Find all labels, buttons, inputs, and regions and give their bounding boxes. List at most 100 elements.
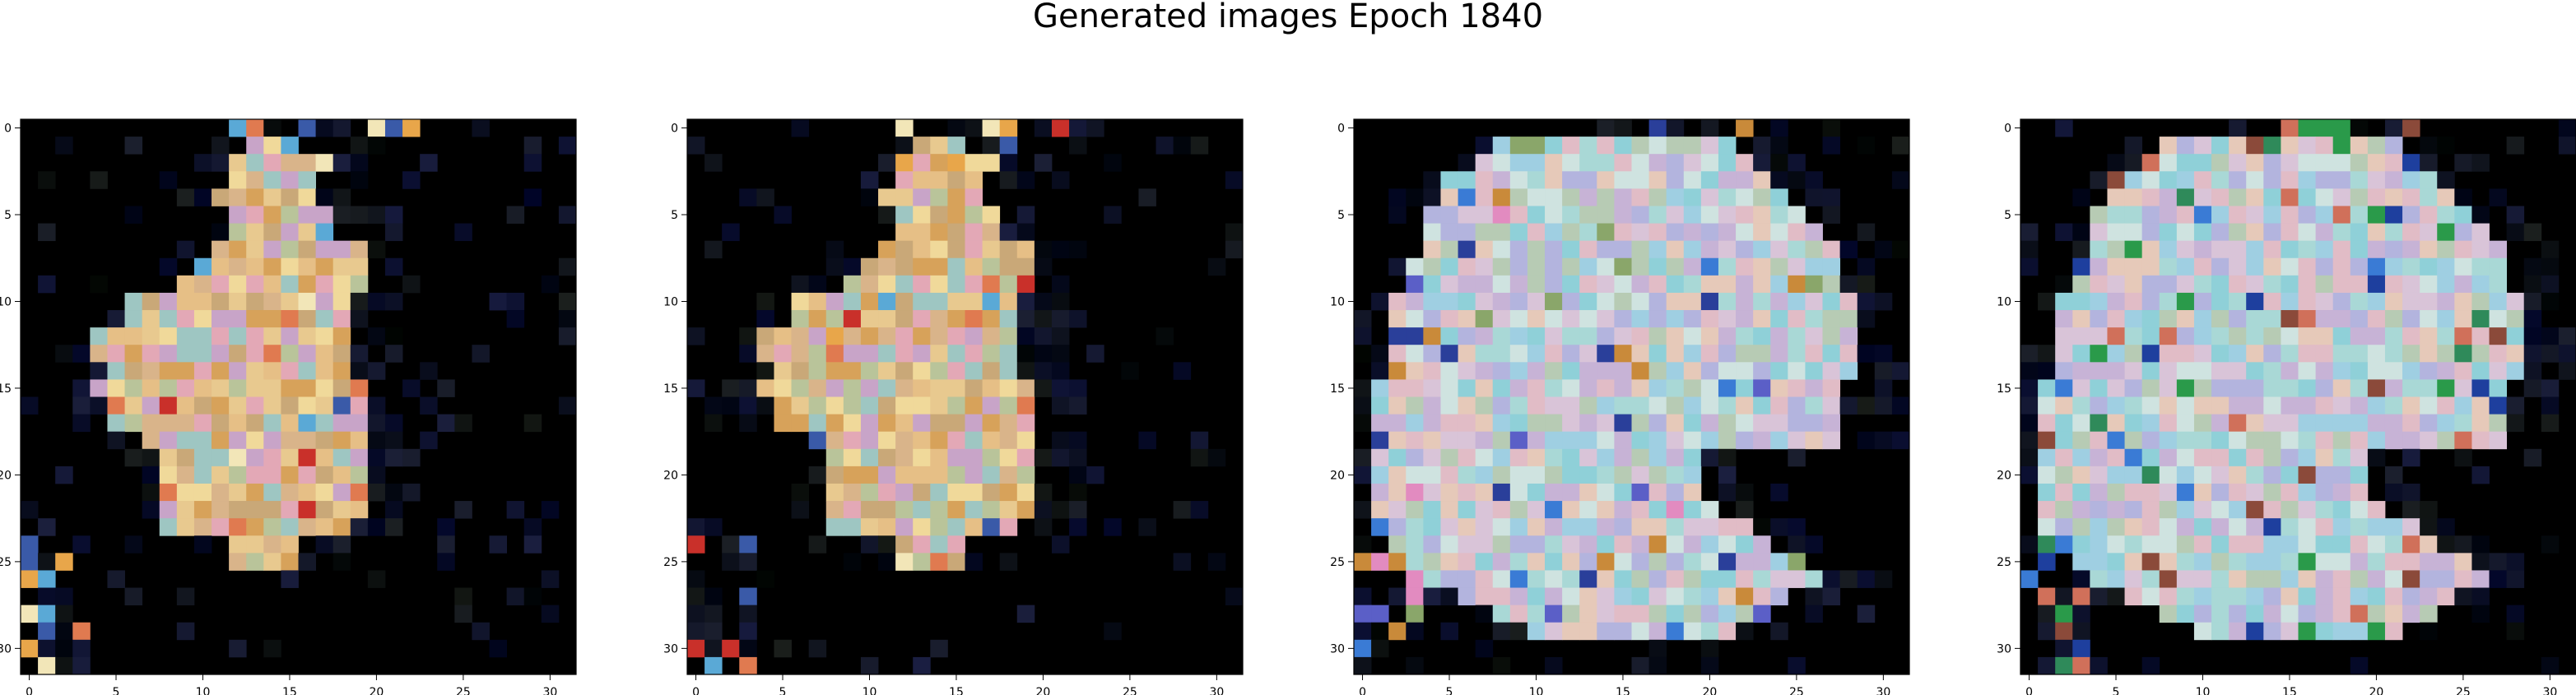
- image-pixel: [2176, 501, 2195, 519]
- image-pixel: [176, 414, 195, 433]
- image-pixel: [999, 553, 1018, 571]
- image-pixel: [2315, 466, 2334, 484]
- image-pixel: [2072, 310, 2090, 328]
- image-pixel: [1614, 605, 1632, 623]
- image-pixel: [2211, 188, 2230, 206]
- image-pixel: [2263, 535, 2281, 554]
- image-pixel: [229, 518, 247, 536]
- image-pixel: [2020, 240, 2039, 259]
- image-pixel: [1700, 310, 1719, 328]
- image-pixel: [947, 535, 965, 554]
- image-pixel: [55, 605, 73, 623]
- image-pixel: [2402, 257, 2420, 276]
- image-pixel: [2315, 188, 2334, 206]
- image-pixel: [1874, 362, 1893, 380]
- image-pixel: [965, 518, 983, 536]
- image-pixel: [2090, 535, 2108, 554]
- image-pixel: [2159, 240, 2178, 259]
- image-pixel: [2229, 518, 2247, 536]
- image-pixel: [281, 292, 299, 311]
- image-pixel: [2437, 171, 2455, 189]
- image-pixel: [1648, 171, 1667, 189]
- image-pixel: [2141, 448, 2160, 467]
- image-pixel: [212, 310, 230, 328]
- image-pixel: [1666, 518, 1685, 536]
- image-pixel: [2246, 535, 2264, 554]
- x-tick-label: 5: [1446, 686, 1453, 695]
- image-pixel: [367, 483, 386, 502]
- image-pixel: [913, 396, 931, 415]
- image-pixel: [843, 275, 862, 294]
- image-pixel: [1614, 396, 1632, 415]
- image-pixel: [1718, 240, 1737, 259]
- image-pixel: [1857, 292, 1876, 311]
- image-pixel: [1822, 257, 1841, 276]
- image-pixel: [1579, 396, 1597, 415]
- image-pixel: [1700, 240, 1719, 259]
- image-pixel: [1371, 483, 1389, 502]
- image-pixel: [1440, 171, 1458, 189]
- image-pixel: [2176, 448, 2195, 467]
- image-pixel: [212, 483, 230, 502]
- image-pixel: [402, 119, 421, 137]
- image-pixel: [107, 431, 125, 450]
- image-pixel: [1051, 379, 1070, 397]
- image-pixel: [332, 518, 351, 536]
- image-pixel: [808, 466, 827, 484]
- image-pixel: [384, 292, 403, 311]
- y-tick-label: 10: [1330, 295, 1345, 308]
- image-pixel: [1440, 206, 1458, 224]
- image-pixel: [1666, 327, 1685, 345]
- image-pixel: [2506, 414, 2525, 433]
- image-pixel: [2367, 171, 2386, 189]
- image-pixel: [895, 483, 914, 502]
- image-pixel: [2281, 622, 2299, 641]
- image-pixel: [1874, 396, 1893, 415]
- image-pixel: [739, 535, 757, 554]
- image-pixel: [1458, 501, 1476, 519]
- image-pixel: [2193, 518, 2212, 536]
- image-pixel: [2038, 396, 2056, 415]
- image-pixel: [878, 535, 896, 554]
- image-pixel: [263, 310, 281, 328]
- image-pixel: [2367, 223, 2386, 242]
- image-pixel: [2402, 518, 2420, 536]
- image-pixel: [298, 518, 316, 536]
- image-pixel: [350, 345, 369, 363]
- image-pixel: [107, 345, 125, 363]
- image-pixel: [2211, 553, 2230, 571]
- image-pixel: [281, 154, 299, 172]
- image-pixel: [1614, 501, 1632, 519]
- image-pixel: [1016, 275, 1035, 294]
- image-pixel: [2315, 223, 2334, 242]
- image-pixel: [1475, 240, 1494, 259]
- image-pixel: [2454, 448, 2472, 467]
- image-pixel: [1440, 570, 1458, 588]
- image-pixel: [2332, 292, 2351, 311]
- image-pixel: [246, 448, 264, 467]
- image-pixel: [1683, 605, 1702, 623]
- image-pixel: [2315, 501, 2334, 519]
- image-pixel: [1173, 501, 1192, 519]
- image-pixel: [1562, 379, 1580, 397]
- image-pixel: [1562, 292, 1580, 311]
- image-pixel: [704, 414, 723, 433]
- image-pixel: [2298, 188, 2316, 206]
- image-pixel: [999, 379, 1018, 397]
- image-pixel: [1718, 535, 1737, 554]
- image-pixel: [2350, 518, 2369, 536]
- image-pixel: [1440, 587, 1458, 606]
- image-pixel: [1034, 119, 1053, 137]
- image-pixel: [193, 483, 212, 502]
- image-pixel: [298, 292, 316, 311]
- image-pixel: [2141, 327, 2160, 345]
- image-pixel: [2055, 379, 2073, 397]
- image-pixel: [2020, 379, 2039, 397]
- image-pixel: [1736, 622, 1754, 641]
- image-pixel: [107, 362, 125, 380]
- image-pixel: [1545, 327, 1563, 345]
- image-pixel: [229, 535, 247, 554]
- image-pixel: [1492, 587, 1511, 606]
- image-pixel: [1648, 310, 1667, 328]
- image-pixel: [350, 466, 369, 484]
